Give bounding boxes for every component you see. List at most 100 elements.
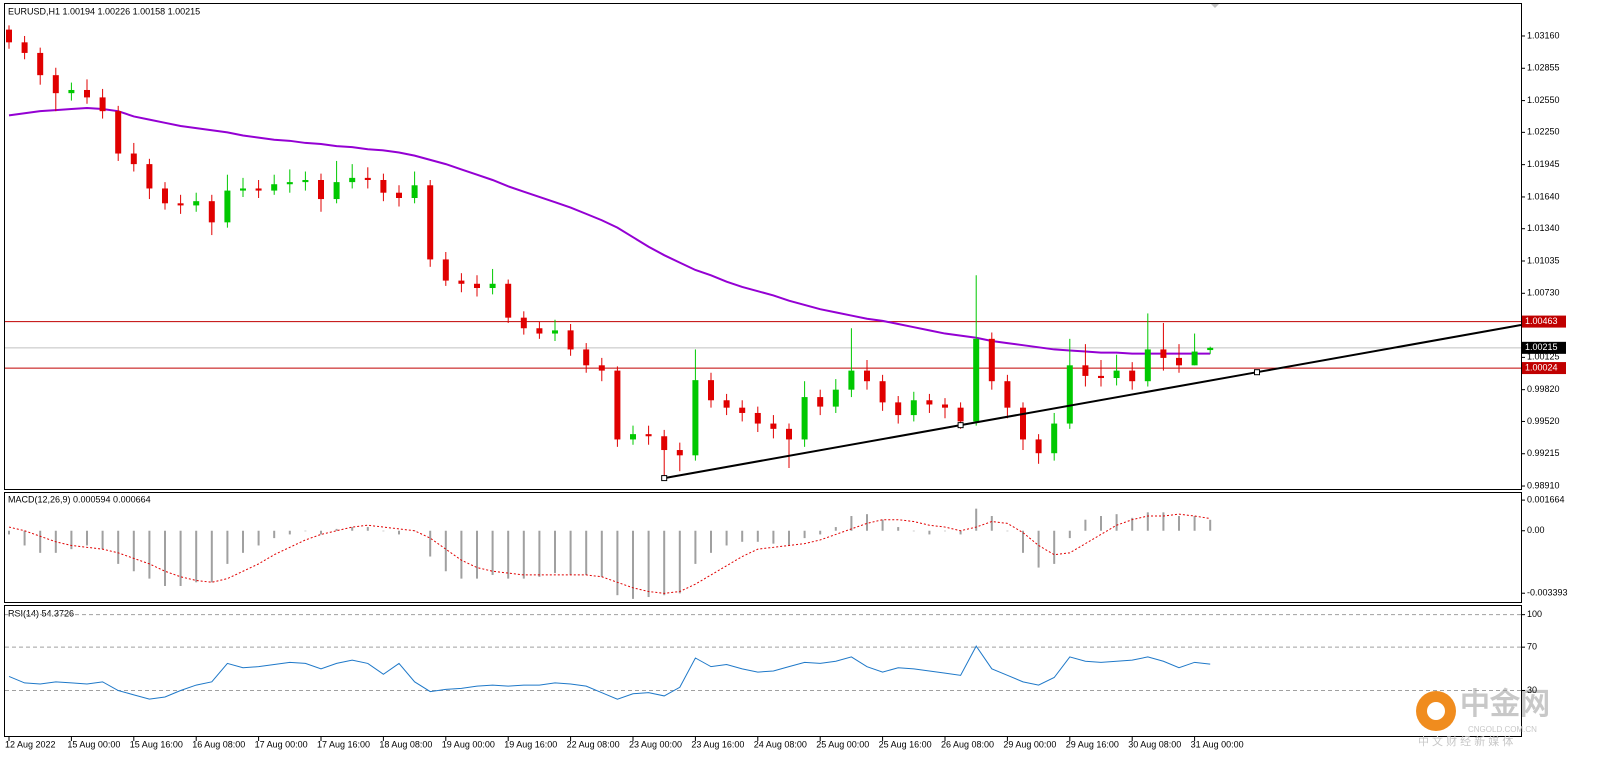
candle-body xyxy=(676,450,683,456)
y-tick-label: 30 xyxy=(1527,685,1537,695)
shift-marker xyxy=(1211,4,1219,8)
macd-bar xyxy=(1193,516,1196,531)
macd-bar xyxy=(491,530,494,575)
candle-body xyxy=(146,164,153,189)
macd-bar xyxy=(788,530,790,546)
candle-body xyxy=(1113,370,1120,379)
macd-bar xyxy=(39,530,42,553)
candle-body xyxy=(754,412,761,424)
macd-bar xyxy=(834,527,837,531)
macd-bar xyxy=(226,530,229,564)
candle-body xyxy=(6,29,12,43)
y-tick-label: 0.99215 xyxy=(1527,448,1560,458)
candle-body xyxy=(396,192,402,198)
macd-bar xyxy=(382,530,385,532)
y-tick-label: 0.00 xyxy=(1527,525,1545,535)
x-tick-label: 23 Aug 00:00 xyxy=(629,739,682,749)
candle-body xyxy=(848,370,855,390)
candle-body xyxy=(583,349,590,366)
macd-bar xyxy=(460,530,463,579)
candle-body xyxy=(552,330,558,334)
macd-bar xyxy=(819,530,822,535)
candle-body xyxy=(1051,423,1058,454)
candle-body xyxy=(630,434,636,440)
price-label-box xyxy=(1522,315,1566,328)
candle-body xyxy=(99,97,106,112)
x-tick-label: 29 Aug 16:00 xyxy=(1066,739,1119,749)
candle-body xyxy=(84,89,90,98)
y-tick-label: 70 xyxy=(1527,642,1537,652)
y-tick-label: 1.00125 xyxy=(1527,352,1560,362)
candle-body xyxy=(1066,365,1073,424)
candle-body xyxy=(302,179,309,183)
candle-body xyxy=(957,407,964,422)
macd-panel xyxy=(4,492,1522,603)
y-tick-label: 1.01945 xyxy=(1527,159,1560,169)
candle-body xyxy=(1035,439,1042,454)
candle-body xyxy=(255,188,262,191)
y-tick-label: 1.03160 xyxy=(1527,30,1560,40)
x-tick-label: 25 Aug 16:00 xyxy=(879,739,932,749)
candle-body xyxy=(895,402,902,416)
macd-bar xyxy=(1209,519,1212,531)
macd-bar xyxy=(444,530,447,572)
macd-bar xyxy=(522,530,525,579)
x-tick-label: 17 Aug 16:00 xyxy=(317,739,370,749)
candle-body xyxy=(864,370,870,382)
y-tick-label: 1.02250 xyxy=(1527,127,1560,137)
watermark-site: CNGOLD.COM.CN xyxy=(1468,725,1537,734)
candle-body xyxy=(1082,365,1089,376)
macd-bar xyxy=(928,530,931,535)
macd-bar xyxy=(1131,517,1134,531)
candle-body xyxy=(645,434,652,437)
x-tick-label: 30 Aug 08:00 xyxy=(1128,739,1181,749)
macd-bar xyxy=(398,530,400,535)
price-label: 1.00215 xyxy=(1525,342,1558,352)
candle-body xyxy=(489,283,496,289)
x-tick-label: 12 Aug 2022 xyxy=(5,739,56,749)
candle-body xyxy=(442,259,449,281)
candle-body xyxy=(193,201,200,206)
candle-body xyxy=(1160,349,1167,358)
candle-body xyxy=(333,182,340,200)
macd-bar xyxy=(23,530,26,546)
candle-body xyxy=(661,436,668,451)
macd-bar xyxy=(257,530,260,546)
macd-bar xyxy=(117,530,120,564)
watermark-slogan: 中 文 财 经 新 媒 体 xyxy=(1418,734,1513,748)
macd-bar xyxy=(866,514,868,531)
macd-bar xyxy=(554,530,556,574)
candle-body xyxy=(505,283,512,318)
macd-bar xyxy=(132,530,135,572)
macd-bar xyxy=(990,516,993,531)
macd-bar xyxy=(678,530,681,594)
candle-body xyxy=(942,404,948,408)
macd-bar xyxy=(663,530,666,596)
macd-bar xyxy=(538,530,541,577)
trendline-anchor xyxy=(957,422,964,429)
candle-body xyxy=(286,182,293,185)
macd-bar xyxy=(600,530,603,577)
macd-bar xyxy=(1146,512,1149,531)
candle-body xyxy=(177,203,184,206)
candle-body xyxy=(988,338,995,382)
macd-bar xyxy=(632,530,634,599)
x-tick-label: 18 Aug 08:00 xyxy=(379,739,432,749)
macd-bar xyxy=(881,519,884,531)
trendline-anchor xyxy=(1254,369,1260,376)
price-label: 1.00463 xyxy=(1525,316,1558,326)
y-tick-label: 1.02550 xyxy=(1527,95,1560,105)
x-tick-label: 26 Aug 08:00 xyxy=(941,739,994,749)
candle-body xyxy=(1129,370,1136,382)
macd-bar xyxy=(101,530,104,550)
candle-body xyxy=(910,400,917,416)
chart-title: EURUSD,H1 1.00194 1.00226 1.00158 1.0021… xyxy=(8,6,200,16)
candle-body xyxy=(380,179,387,193)
macd-title: MACD(12,26,9) 0.000594 0.000664 xyxy=(8,494,151,504)
y-tick-label: 1.01035 xyxy=(1527,255,1560,265)
y-tick-label: 1.01340 xyxy=(1527,223,1560,233)
candle-body xyxy=(770,423,777,429)
macd-bar xyxy=(1084,519,1087,531)
watermark-brand: 中金网 xyxy=(1460,687,1550,721)
candle-body xyxy=(318,179,324,200)
